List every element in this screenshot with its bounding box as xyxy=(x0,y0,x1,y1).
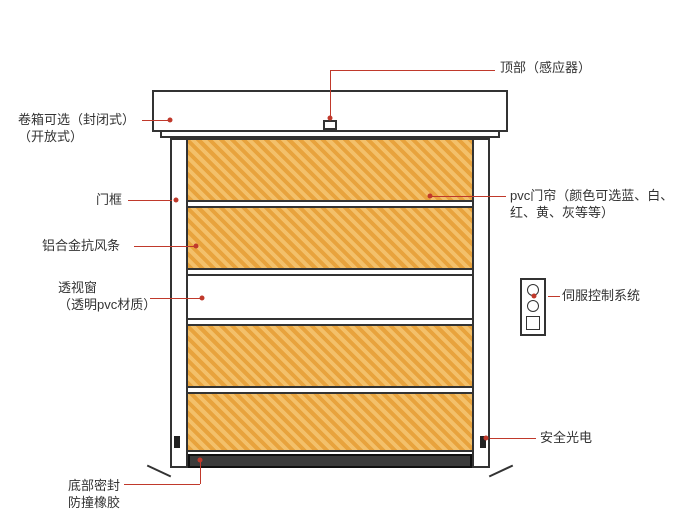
floor-line xyxy=(147,465,171,478)
door-diagram xyxy=(170,90,490,470)
bottom-seal xyxy=(188,454,472,468)
label-wind-bar: 铝合金抗风条 xyxy=(42,238,120,255)
pvc-panel xyxy=(188,394,472,450)
leader-line xyxy=(330,70,331,118)
leader-dot xyxy=(168,118,173,123)
label-box-options: 卷箱可选（封闭式） （开放式） xyxy=(18,112,135,146)
control-display-icon xyxy=(526,316,540,330)
door-frame-left xyxy=(170,138,188,468)
servo-control-box xyxy=(520,278,546,336)
control-button-icon xyxy=(527,300,539,312)
label-window: 透视窗 （透明pvc材质） xyxy=(58,280,156,314)
leader-line xyxy=(134,246,194,247)
floor-line xyxy=(489,465,513,478)
label-seal: 底部密封 防撞橡胶 xyxy=(68,478,120,512)
label-frame: 门框 xyxy=(96,192,122,209)
pvc-panel xyxy=(188,326,472,388)
label-servo: 伺服控制系统 xyxy=(562,288,640,305)
vision-window xyxy=(188,276,472,320)
leader-dot xyxy=(200,296,205,301)
photo-eye-icon xyxy=(174,436,180,448)
leader-line xyxy=(330,70,495,71)
leader-dot xyxy=(484,436,489,441)
label-curtain: pvc门帘（颜色可选蓝、白、 红、黄、灰等等） xyxy=(510,188,673,222)
leader-dot xyxy=(198,458,203,463)
leader-dot xyxy=(194,244,199,249)
door-frame-right xyxy=(472,138,490,468)
leader-dot xyxy=(328,116,333,121)
leader-dot xyxy=(532,294,537,299)
pvc-panel xyxy=(188,208,472,270)
label-photo-eye: 安全光电 xyxy=(540,430,592,447)
leader-line xyxy=(430,196,506,197)
door-curtain xyxy=(188,138,472,452)
leader-line xyxy=(124,484,200,485)
label-top-sensor: 顶部（感应器） xyxy=(500,60,591,77)
leader-dot xyxy=(428,194,433,199)
leader-line xyxy=(490,438,536,439)
leader-line xyxy=(548,296,560,297)
leader-dot xyxy=(174,198,179,203)
leader-line xyxy=(128,200,172,201)
leader-line xyxy=(142,120,170,121)
top-sensor-icon xyxy=(323,120,337,130)
leader-line xyxy=(200,460,201,484)
leader-line xyxy=(150,298,200,299)
